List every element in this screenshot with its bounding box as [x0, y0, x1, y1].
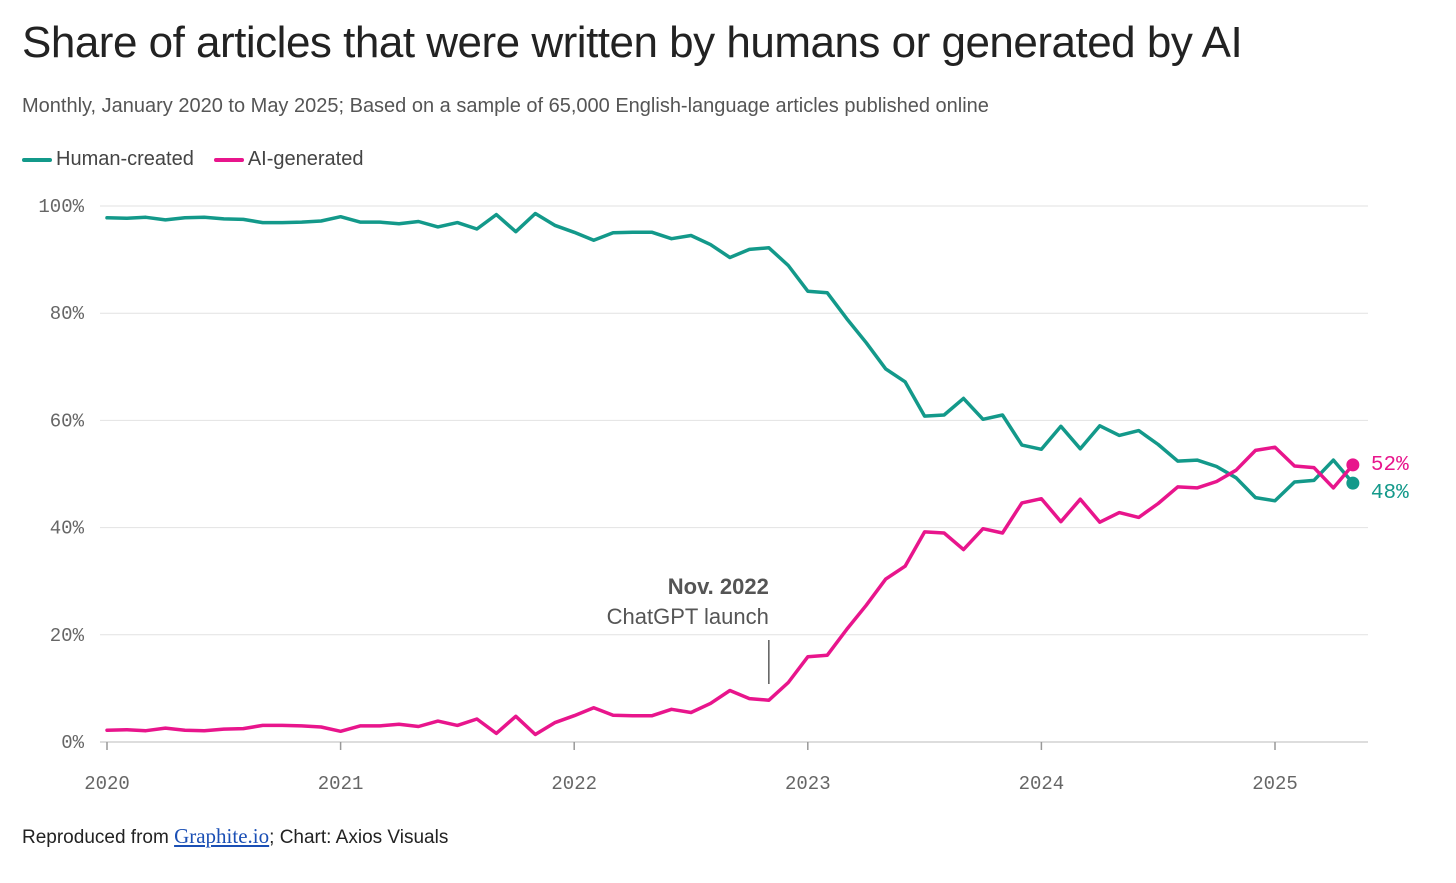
annotation-text: ChatGPT launch	[607, 604, 769, 629]
legend-label-ai: AI-generated	[247, 148, 364, 170]
legend-swatch-human	[22, 157, 52, 162]
x-tick-label: 2020	[84, 773, 130, 795]
y-tick-label: 80%	[50, 303, 85, 325]
legend-label-human: Human-created	[56, 148, 194, 170]
y-tick-label: 40%	[50, 518, 85, 540]
y-tick-label: 20%	[50, 625, 85, 647]
legend-swatch-ai	[213, 157, 244, 162]
x-tick-label: 2024	[1019, 773, 1065, 795]
x-tick-label: 2025	[1252, 773, 1298, 795]
series-end-dot-ai	[1346, 458, 1360, 472]
source-note: Reproduced from Graphite.io; Chart: Axio…	[22, 824, 448, 849]
x-tick-label: 2023	[785, 773, 831, 795]
annotation-title: Nov. 2022	[668, 574, 769, 599]
source-link[interactable]: Graphite.io	[174, 824, 270, 848]
series-line-human	[105, 211, 1355, 503]
source-suffix: ; Chart: Axios Visuals	[269, 827, 449, 848]
legend-item-ai: AI-generated	[213, 148, 364, 171]
series-end-dot-human	[1346, 476, 1360, 490]
y-tick-label: 0%	[61, 732, 84, 754]
y-tick-label: 60%	[50, 410, 85, 432]
chart-title: Share of articles that were written by h…	[22, 18, 1243, 67]
series-end-label-human: 48%	[1371, 482, 1409, 505]
series-line-ai	[105, 445, 1355, 737]
chart-subtitle: Monthly, January 2020 to May 2025; Based…	[22, 95, 989, 117]
legend-item-human: Human-created	[22, 148, 194, 171]
source-prefix: Reproduced from	[22, 827, 175, 848]
y-tick-label: 100%	[38, 196, 84, 218]
x-tick-label: 2021	[318, 773, 364, 795]
x-tick-label: 2022	[551, 773, 597, 795]
chart-legend: Human-created AI-generated	[22, 148, 363, 171]
series-end-label-ai: 52%	[1371, 454, 1409, 477]
